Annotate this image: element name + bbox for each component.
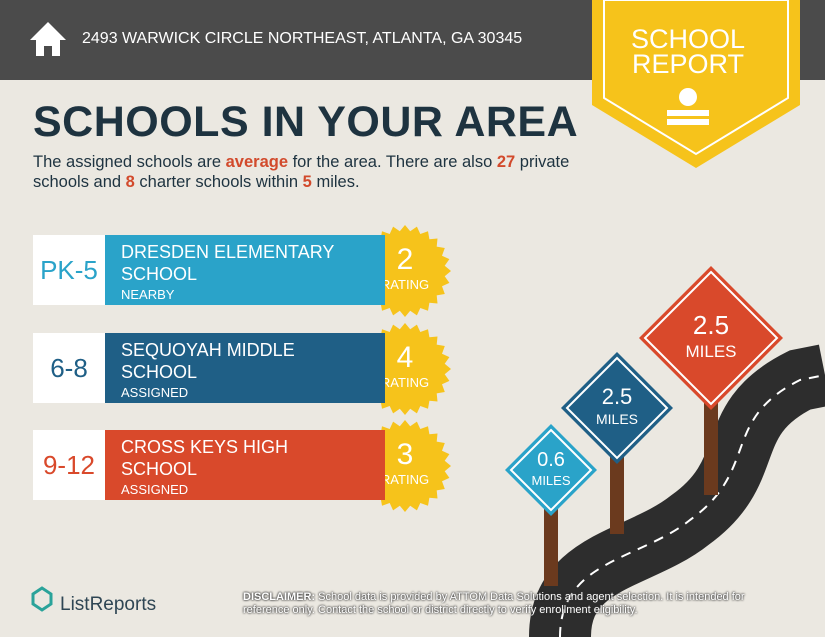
summary: The assigned schools are average for the… bbox=[33, 152, 593, 192]
brand-logo bbox=[31, 586, 53, 612]
sign-border bbox=[509, 428, 593, 512]
school-name-line: SCHOOL bbox=[121, 362, 198, 382]
sign-distance: 2.5 bbox=[602, 384, 633, 409]
school-status: ASSIGNED bbox=[121, 482, 189, 497]
summary-text: charter schools within bbox=[134, 173, 303, 191]
book-icon bbox=[667, 119, 709, 125]
grade-box: 6-8 bbox=[33, 333, 105, 403]
apple-icon bbox=[679, 88, 697, 106]
road-line bbox=[559, 374, 825, 637]
summary-text: for the area. There are also bbox=[288, 153, 497, 171]
grade-box: PK-5 bbox=[33, 235, 105, 305]
school-name-line: SCHOOL bbox=[121, 459, 198, 479]
house-icon bbox=[30, 22, 66, 56]
grade-box: 9-12 bbox=[33, 430, 105, 500]
disclaimer-label: DISCLAIMER: bbox=[243, 591, 316, 603]
school-status: ASSIGNED bbox=[121, 385, 189, 400]
sign-unit: MILES bbox=[596, 411, 638, 427]
sign-distance: 2.5 bbox=[693, 310, 729, 340]
school-name-line: CROSS KEYS HIGH bbox=[121, 437, 289, 457]
sign-unit: MILES bbox=[531, 473, 570, 488]
badge-line1: SCHOOL bbox=[631, 24, 745, 54]
school-name: SEQUOYAH MIDDLE SCHOOL bbox=[121, 339, 295, 383]
sign-post bbox=[544, 506, 558, 586]
sign-border bbox=[643, 270, 779, 406]
sign-unit: MILES bbox=[685, 342, 736, 361]
school-name-line: DRESDEN ELEMENTARY bbox=[121, 242, 335, 262]
badge bbox=[592, 0, 800, 168]
summary-text: The assigned schools are bbox=[33, 153, 226, 171]
sign-post bbox=[704, 400, 718, 495]
summary-highlight: average bbox=[225, 153, 289, 171]
address: 2493 WARWICK CIRCLE NORTHEAST, ATLANTA, … bbox=[82, 30, 523, 47]
badge-line2: REPORT bbox=[632, 49, 744, 79]
school-name-line: SCHOOL bbox=[121, 264, 198, 284]
summary-text: private schools and bbox=[33, 153, 570, 191]
summary-highlight: 5 bbox=[302, 173, 312, 191]
summary-text: miles. bbox=[311, 173, 360, 191]
school-name: DRESDEN ELEMENTARY SCHOOL bbox=[121, 241, 334, 285]
sign-distance: 0.6 bbox=[537, 449, 565, 471]
badge-border bbox=[603, 0, 789, 156]
school-bar: CROSS KEYS HIGH SCHOOL ASSIGNED bbox=[105, 430, 385, 500]
sign bbox=[561, 352, 673, 464]
school-status: NEARBY bbox=[121, 287, 175, 302]
summary-highlight: 27 bbox=[496, 153, 516, 171]
book-icon bbox=[667, 110, 709, 116]
school-name-line: SEQUOYAH MIDDLE bbox=[121, 340, 295, 360]
summary-highlight: 8 bbox=[125, 173, 135, 191]
sign bbox=[505, 424, 597, 516]
rating-value: 2 bbox=[397, 243, 414, 276]
school-bar: DRESDEN ELEMENTARY SCHOOL NEARBY bbox=[105, 235, 385, 305]
rating-value: 4 bbox=[397, 341, 414, 374]
rating-value: 3 bbox=[397, 438, 414, 471]
rating-label: RATING bbox=[381, 375, 429, 390]
sign-post bbox=[610, 454, 624, 534]
disclaimer: DISCLAIMER: School data is provided by A… bbox=[243, 591, 783, 617]
rating-label: RATING bbox=[381, 277, 429, 292]
disclaimer-text: School data is provided by ATTOM Data So… bbox=[243, 591, 745, 616]
rating-label: RATING bbox=[381, 472, 429, 487]
school-bar: SEQUOYAH MIDDLE SCHOOL ASSIGNED bbox=[105, 333, 385, 403]
sign-border bbox=[565, 356, 669, 460]
sign bbox=[639, 266, 783, 410]
brand: ListReports bbox=[60, 594, 157, 615]
school-name: CROSS KEYS HIGH SCHOOL bbox=[121, 436, 288, 480]
title: SCHOOLS IN YOUR AREA bbox=[33, 98, 579, 146]
